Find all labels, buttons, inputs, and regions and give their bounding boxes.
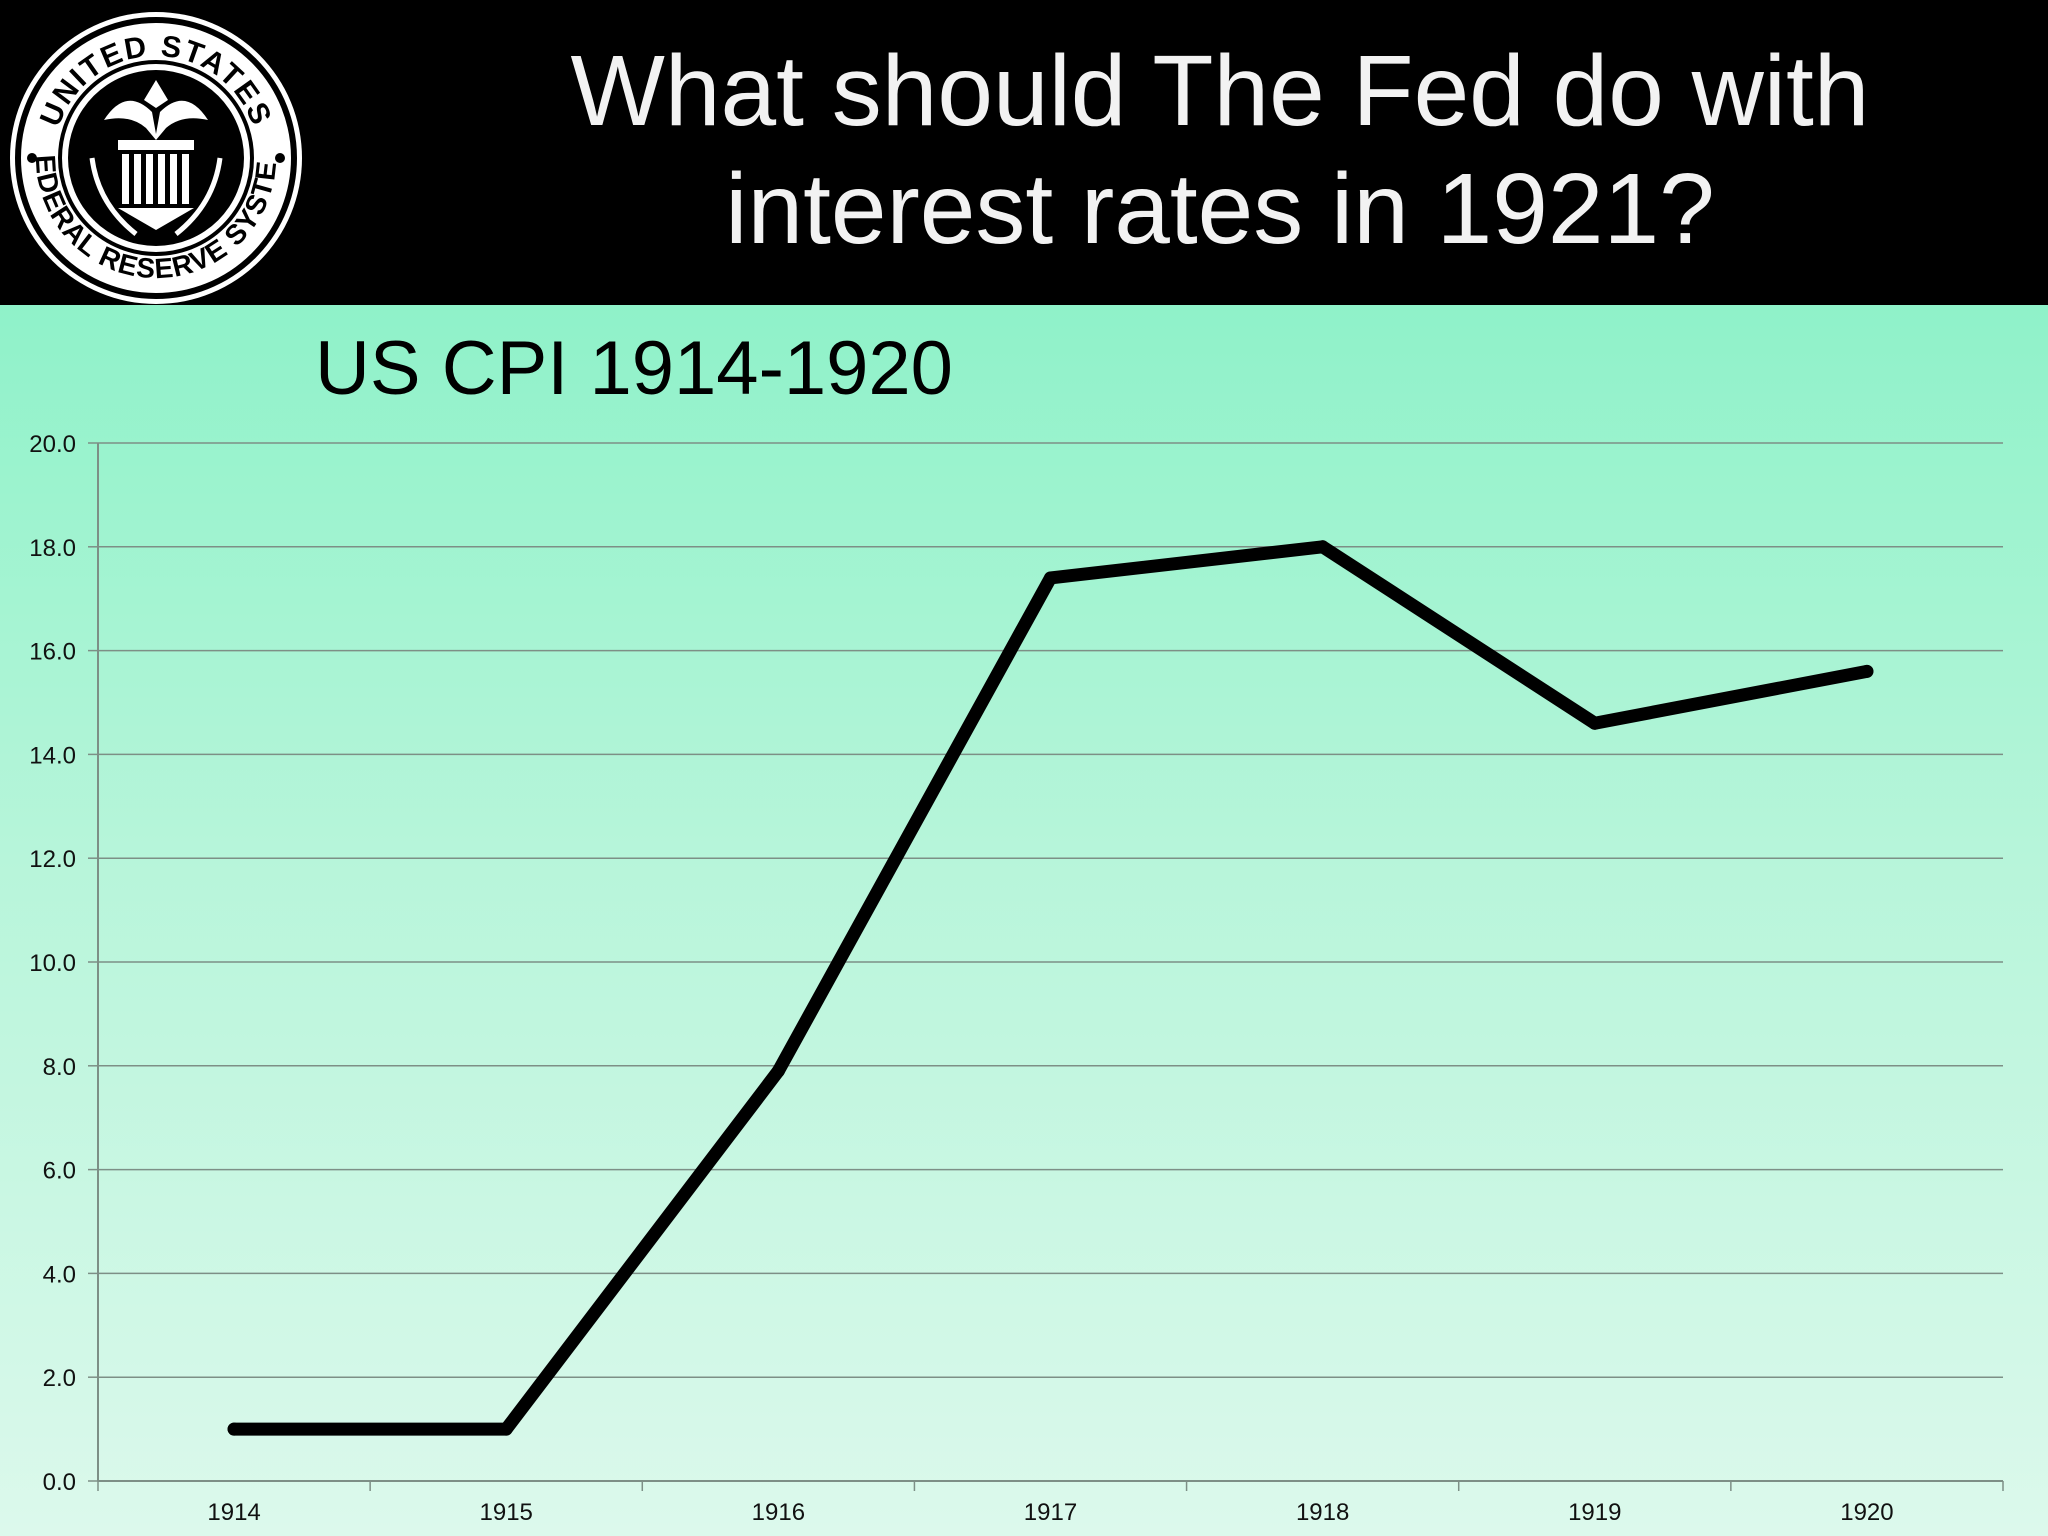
x-tick-label: 1918	[1296, 1499, 1349, 1526]
y-tick-label: 14.0	[29, 742, 76, 769]
data-point	[499, 1422, 513, 1436]
data-point	[1316, 540, 1330, 554]
data-point	[771, 1064, 785, 1078]
x-tick-label: 1920	[1840, 1499, 1893, 1526]
y-tick-label: 16.0	[29, 639, 76, 666]
y-tick-label: 8.0	[43, 1054, 76, 1081]
chart-panel: US CPI 1914-1920 0.0 2.0 4.0 6.0 8.0 10.0 12.0…	[0, 305, 2048, 1536]
data-point	[1588, 716, 1602, 730]
x-tick-label: 1916	[752, 1499, 805, 1526]
y-tick-labels: 0.0 2.0 4.0 6.0 8.0 10.0 12.0 14.0 16.0 18.0 20.0	[29, 431, 76, 1496]
y-tick-label: 18.0	[29, 535, 76, 562]
data-point	[1860, 664, 1874, 678]
series	[227, 540, 1874, 1436]
x-tick-label: 1915	[480, 1499, 533, 1526]
y-tick-label: 6.0	[43, 1158, 76, 1185]
gridlines	[98, 442, 2003, 1378]
slide-title-line-1: What should The Fed do with	[570, 35, 1870, 147]
slide-title-line-2: interest rates in 1921?	[725, 153, 1715, 265]
x-tick-label: 1914	[207, 1499, 260, 1526]
slide-header: UNITED STATES FEDERAL RESERVE SYSTEM Wha…	[0, 0, 2048, 305]
series-line	[227, 540, 1874, 1436]
federal-reserve-seal-icon: UNITED STATES FEDERAL RESERVE SYSTEM	[6, 8, 302, 304]
y-tick-label: 2.0	[43, 1365, 76, 1392]
y-tick-label: 4.0	[43, 1261, 76, 1288]
y-tick-label: 12.0	[29, 846, 76, 873]
x-tick-label: 1917	[1024, 1499, 1077, 1526]
x-tick-label: 1919	[1568, 1499, 1621, 1526]
axes	[88, 442, 2004, 1491]
y-tick-label: 20.0	[29, 431, 76, 458]
slide-title: What should The Fed do with interest rat…	[480, 32, 1960, 268]
data-point	[1044, 571, 1057, 585]
cpi-line-chart: 0.02.04.06.08.010.012.014.016.018.020.0 …	[29, 431, 2004, 1526]
x-tick-labels: 1914 1915 1916 1917 1918 1919 1920	[207, 1499, 1893, 1526]
y-tick-label: 10.0	[29, 950, 76, 977]
data-point	[227, 1422, 241, 1436]
chart-title: US CPI 1914-1920	[315, 326, 953, 411]
y-tick-label: 0.0	[43, 1469, 76, 1496]
